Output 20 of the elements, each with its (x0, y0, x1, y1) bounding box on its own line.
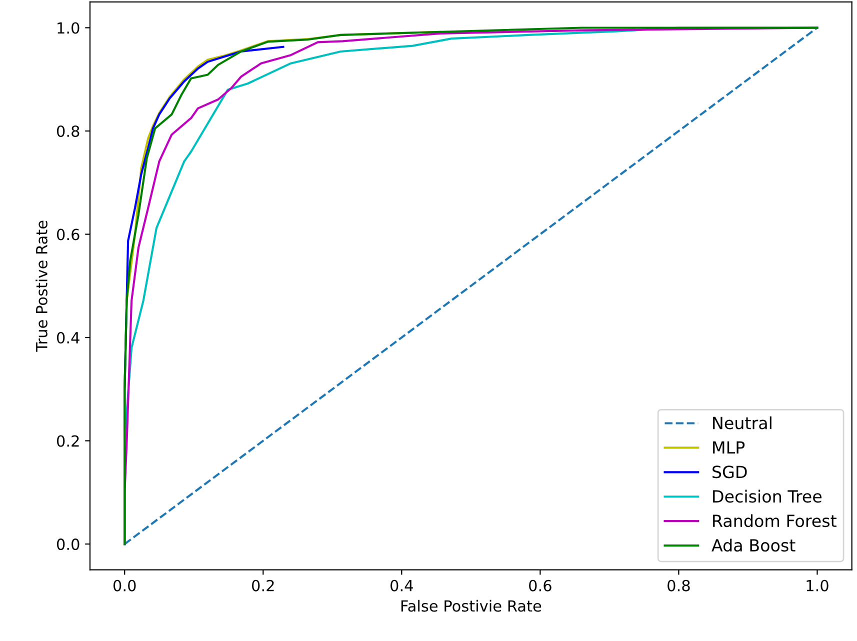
x-tick-label: 0.0 (113, 580, 136, 592)
legend-label: MLP (713, 441, 745, 454)
y-axis-title: True Postive Rate (36, 220, 48, 352)
legend-label: SGD (712, 466, 747, 478)
y-tick-label: 1.0 (58, 22, 80, 34)
x-tick-label: 1.0 (806, 580, 828, 592)
x-axis-title: False Postivie Rate (401, 600, 542, 612)
x-tick-label: 0.8 (668, 580, 690, 592)
legend-label: Neutral (713, 416, 772, 430)
legend-label: Ada Boost (712, 538, 796, 552)
x-tick-label: 0.2 (252, 580, 274, 592)
y-tick-label: 0.0 (56, 538, 80, 550)
y-tick-label: 0.2 (56, 435, 79, 447)
y-tick-label: 0.4 (56, 332, 80, 344)
legend-label: Random Forest (713, 514, 836, 528)
y-tick-label: 0.8 (56, 125, 80, 138)
legend-label: Decision Tree (713, 490, 822, 503)
x-tick-label: 0.6 (529, 580, 552, 592)
y-tick-label: 0.6 (56, 228, 80, 240)
x-tick-label: 0.4 (390, 580, 413, 592)
